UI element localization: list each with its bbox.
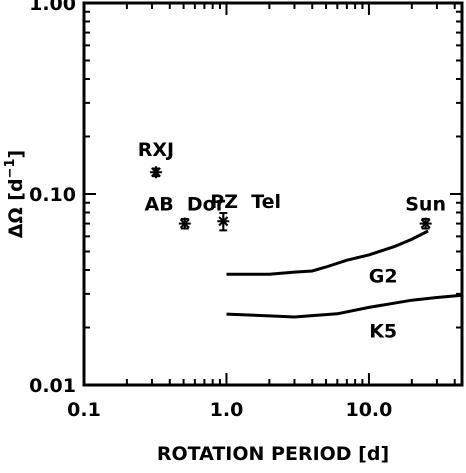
curve-label-g2: G2 [369, 266, 398, 288]
asterisk-marker-stroke [179, 218, 190, 229]
y-axis-label: ΔΩ [d−1] [3, 150, 27, 238]
asterisk-marker-stroke [151, 167, 161, 178]
point-pz-tel: PZ Tel [210, 191, 281, 232]
asterisk-marker-stroke [420, 218, 431, 229]
x-tick-label: 10.0 [345, 399, 392, 421]
point-label: AB Dor [144, 194, 225, 216]
y-tick-label: 0.01 [29, 375, 76, 397]
point-label: PZ Tel [210, 191, 281, 213]
point-label: RXJ [138, 139, 174, 161]
y-tick-label: 1.00 [29, 0, 76, 15]
tick-labels: 0.1 1.0 10.0 0.01 0.10 1.00 [29, 0, 392, 421]
point-rxj: RXJ [138, 139, 174, 179]
asterisk-marker-stroke [218, 216, 229, 227]
y-axis-label-bracket: ] [5, 150, 27, 159]
x-tick-label: 1.0 [210, 399, 244, 421]
curve-label-k5: K5 [369, 321, 397, 343]
x-axis-label: ROTATION PERIOD [d] [157, 443, 389, 465]
point-sun: Sun [405, 194, 446, 230]
curves: G2 K5 [226, 229, 463, 343]
point-label: Sun [405, 194, 446, 216]
curve-k5 [226, 293, 463, 319]
y-axis-label-main: ΔΩ [d [5, 178, 27, 238]
curve-g2 [226, 229, 429, 276]
x-tick-label: 0.1 [67, 399, 101, 421]
point-ab-dor: AB Dor [144, 194, 226, 230]
y-axis-label-exponent: −1 [3, 158, 18, 178]
axis-ticks [83, 2, 462, 386]
y-tick-label: 0.10 [29, 184, 76, 206]
